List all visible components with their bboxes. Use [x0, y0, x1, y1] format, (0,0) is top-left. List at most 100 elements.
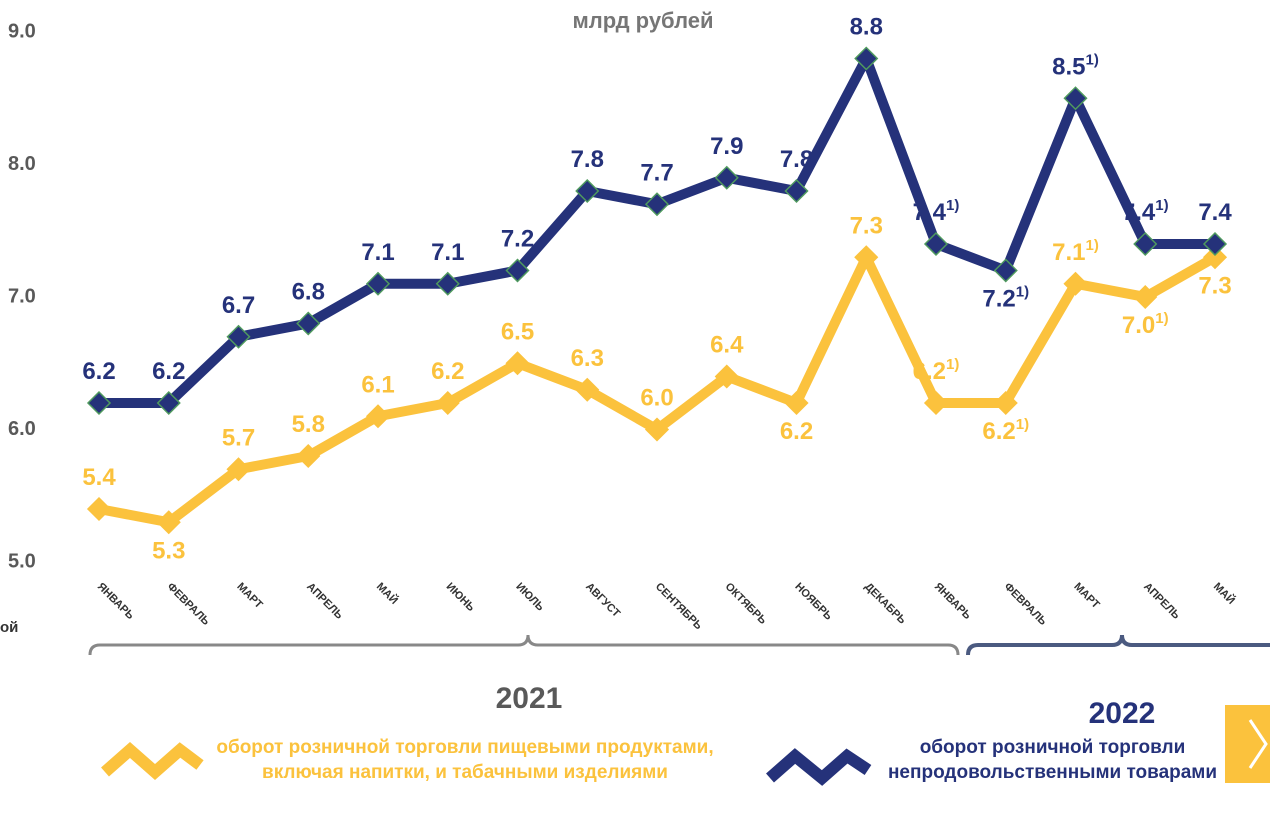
- x-tick-label: АВГУСТ: [583, 581, 622, 620]
- y-tick-label: 6.0: [8, 418, 36, 440]
- x-tick-label: АПРЕЛЬ: [1141, 581, 1182, 622]
- marker: [86, 390, 112, 416]
- marker: [296, 311, 321, 336]
- value-label-text: 7.1: [361, 239, 394, 266]
- value-label-text: 6.2: [152, 358, 185, 385]
- legend-swatch: [101, 742, 204, 780]
- value-label: 7.8: [571, 146, 604, 173]
- bracket-2022: [966, 634, 1270, 656]
- value-label: 7.1: [361, 239, 394, 266]
- marker: [505, 351, 530, 376]
- value-label: 5.4: [82, 464, 116, 491]
- marker: [923, 231, 949, 257]
- value-label-text: 6.3: [571, 345, 604, 372]
- value-label-text: 7.8: [571, 146, 604, 173]
- value-label-note: 1): [1155, 197, 1168, 214]
- nav-arrow: [1248, 719, 1268, 769]
- x-tick-label: МАЙ: [374, 580, 401, 607]
- value-label: 6.21): [982, 416, 1029, 445]
- value-label-note: 1): [1016, 416, 1029, 433]
- value-label-text: 5.3: [152, 538, 185, 565]
- value-label-note: 1): [946, 197, 959, 214]
- y-tick-label: 9.0: [8, 20, 36, 42]
- marker: [156, 510, 181, 535]
- x-tick-label: МАРТ: [1071, 581, 1102, 612]
- marker: [1133, 284, 1158, 310]
- value-label-text: 5.7: [222, 425, 255, 452]
- bracket-2021: [88, 634, 960, 656]
- value-label-text: 8.8: [850, 14, 883, 41]
- marker: [923, 390, 949, 416]
- marker: [714, 364, 739, 389]
- marker: [296, 443, 321, 469]
- value-label: 7.21): [982, 283, 1029, 312]
- marker: [226, 457, 251, 482]
- value-label: 7.11): [1052, 237, 1099, 266]
- value-label: 6.1: [361, 372, 394, 399]
- x-tick-label: ЯНВАРЬ: [932, 581, 973, 622]
- value-label: 7.4: [1198, 199, 1232, 226]
- value-label-text: 6.2: [431, 358, 464, 385]
- legend-swatch: [766, 748, 872, 786]
- legend-label: оборот розничной торговли непродовольств…: [887, 737, 1218, 783]
- marker: [86, 496, 112, 522]
- value-label: 7.1: [431, 239, 464, 266]
- value-label: 7.41): [913, 197, 960, 226]
- value-label: 6.2: [82, 358, 115, 385]
- value-label: 7.41): [1122, 197, 1169, 226]
- value-label-text: 7.3: [850, 213, 883, 240]
- value-label-text: 5.4: [82, 464, 116, 491]
- value-label-text: 7.3: [1198, 273, 1231, 300]
- marker: [505, 258, 530, 283]
- marker: [365, 271, 391, 296]
- group-label: 2022: [1089, 697, 1156, 730]
- marker: [993, 258, 1018, 283]
- group-label: 2021: [496, 682, 563, 715]
- value-label-text: 6.2: [982, 418, 1015, 445]
- nav-button[interactable]: [1225, 705, 1270, 783]
- marker: [226, 324, 251, 349]
- x-tick-label: СЕНТЯБРЬ: [653, 581, 705, 633]
- x-tick-label: ДЕКАБРЬ: [862, 581, 908, 627]
- marker: [1202, 245, 1228, 270]
- value-label-text: 7.2: [501, 226, 534, 253]
- value-label-note: 1): [1086, 237, 1099, 254]
- marker: [156, 390, 181, 416]
- marker: [854, 46, 879, 71]
- value-label-text: 7.2: [982, 286, 1015, 313]
- value-label-text: 6.0: [640, 385, 673, 412]
- value-label: 7.9: [710, 133, 743, 160]
- value-label: 7.7: [640, 160, 673, 187]
- y-tick-label: 7.0: [8, 285, 36, 307]
- value-label: 6.2: [152, 358, 185, 385]
- value-label-note: 1): [1086, 51, 1099, 68]
- x-tick-label: МАРТ: [234, 581, 265, 612]
- marker: [1133, 231, 1158, 257]
- x-tick-label: МАЙ: [1211, 580, 1238, 607]
- value-label: 7.01): [1122, 310, 1169, 339]
- value-label: 8.51): [1052, 51, 1099, 80]
- legend-label: оборот розничной торговли пищевыми проду…: [216, 737, 714, 783]
- value-label-text: 7.8: [780, 146, 813, 173]
- value-label: 6.4: [710, 332, 744, 359]
- value-label-text: 6.4: [710, 332, 744, 359]
- value-label-text: 7.1: [1052, 239, 1085, 266]
- marker: [575, 377, 600, 402]
- x-tick-label: ФЕВРАЛЬ: [1002, 581, 1049, 628]
- value-label: 7.8: [780, 146, 813, 173]
- marker: [644, 417, 670, 442]
- x-tick-label: ИЮЛЬ: [513, 581, 546, 614]
- marker: [854, 245, 879, 270]
- x-tick-label: ЯНВАРЬ: [95, 581, 136, 622]
- value-label: 6.2: [780, 418, 813, 445]
- marker: [644, 192, 670, 217]
- value-label: 6.5: [501, 319, 534, 346]
- value-label-text: 7.1: [431, 239, 464, 266]
- marker: [1063, 271, 1088, 296]
- value-label: 6.0: [640, 385, 673, 412]
- value-label: 8.8: [850, 14, 883, 41]
- value-label: 7.3: [850, 213, 883, 240]
- value-label-text: 6.2: [82, 358, 115, 385]
